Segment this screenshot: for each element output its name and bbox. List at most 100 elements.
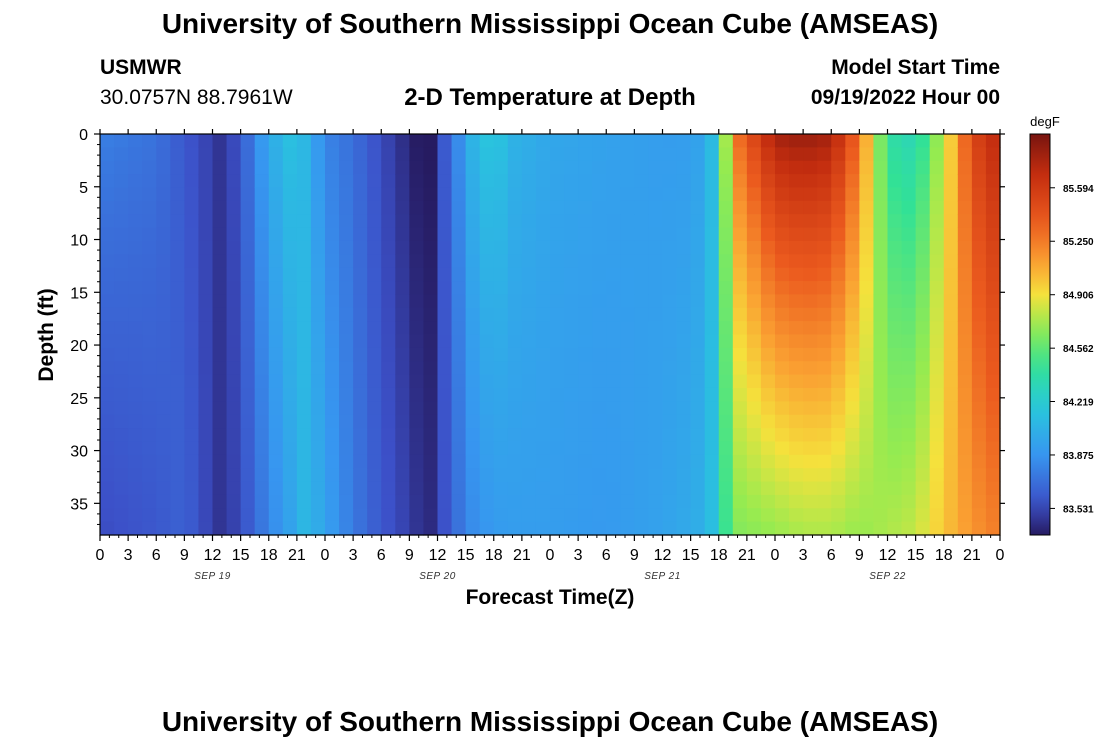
heatmap-cell	[170, 281, 185, 295]
heatmap-cell	[465, 214, 481, 229]
heatmap-cell	[367, 347, 382, 362]
heatmap-cell	[296, 441, 312, 456]
heatmap-cell	[662, 387, 678, 402]
heatmap-cell	[985, 200, 1001, 215]
heatmap-cell	[789, 454, 804, 469]
heatmap-cell	[957, 521, 973, 536]
heatmap-cell	[873, 468, 889, 483]
heatmap-cell	[465, 174, 481, 189]
heatmap-cell	[817, 347, 832, 362]
heatmap-cell	[465, 481, 481, 496]
heatmap-cell	[550, 321, 565, 336]
heatmap-cell	[704, 508, 720, 523]
heatmap-cell	[985, 441, 1001, 456]
heatmap-cell	[114, 361, 129, 376]
heatmap-cell	[887, 508, 903, 523]
heatmap-cell	[395, 307, 410, 322]
heatmap-cell	[521, 414, 537, 429]
heatmap-cell	[831, 494, 846, 509]
heatmap-cell	[564, 361, 579, 376]
heatmap-cell	[915, 374, 931, 389]
heatmap-cell	[690, 294, 706, 309]
heatmap-cell	[479, 227, 495, 242]
heatmap-cell	[493, 227, 509, 242]
heatmap-cell	[648, 347, 664, 362]
heatmap-cell	[339, 227, 354, 242]
heatmap-cell	[310, 321, 326, 336]
heatmap-cell	[803, 321, 818, 336]
heatmap-cell	[325, 307, 340, 322]
heatmap-cell	[353, 334, 368, 349]
heatmap-cell	[282, 307, 298, 322]
heatmap-cell	[873, 441, 889, 456]
heatmap-cell	[184, 361, 200, 376]
heatmap-cell	[268, 414, 284, 429]
heatmap-cell	[254, 428, 270, 443]
heatmap-cell	[817, 134, 832, 148]
heatmap-cell	[268, 267, 284, 282]
heatmap-cell	[760, 468, 776, 483]
heatmap-cell	[240, 508, 256, 523]
heatmap-cell	[353, 414, 368, 429]
heatmap-cell	[550, 441, 565, 456]
heatmap-cell	[128, 454, 143, 469]
heatmap-cell	[943, 214, 959, 229]
heatmap-cell	[479, 160, 495, 175]
heatmap-cell	[325, 414, 340, 429]
heatmap-cell	[240, 468, 256, 483]
date-label: SEP 21	[644, 571, 681, 582]
heatmap-cell	[775, 160, 790, 175]
heatmap-cell	[451, 521, 467, 536]
heatmap-cell	[845, 160, 860, 175]
heatmap-cell	[718, 134, 734, 148]
heatmap-cell	[606, 441, 621, 456]
heatmap-cell	[550, 454, 565, 469]
heatmap-cell	[704, 174, 720, 189]
heatmap-cell	[423, 267, 439, 282]
heatmap-cell	[395, 294, 410, 309]
heatmap-cell	[943, 347, 959, 362]
heatmap-cell	[718, 214, 734, 229]
heatmap-cell	[282, 521, 298, 536]
heatmap-cell	[254, 214, 270, 229]
heatmap-cell	[198, 227, 214, 242]
y-tick-label: 15	[70, 285, 88, 302]
heatmap-cell	[240, 494, 256, 509]
heatmap-cell	[578, 200, 593, 215]
heatmap-cell	[845, 240, 860, 255]
heatmap-cell	[325, 481, 340, 496]
heatmap-cell	[226, 281, 242, 295]
heatmap-cell	[676, 160, 692, 175]
heatmap-cell	[142, 134, 157, 148]
heatmap-cell	[128, 494, 143, 509]
heatmap-cell	[775, 414, 790, 429]
heatmap-cell	[901, 508, 917, 523]
heatmap-cell	[887, 214, 903, 229]
heatmap-cell	[901, 147, 917, 162]
heatmap-cell	[943, 428, 959, 443]
heatmap-cell	[789, 401, 804, 416]
heatmap-cell	[564, 468, 579, 483]
heatmap-cell	[845, 374, 860, 389]
heatmap-cell	[226, 494, 242, 509]
heatmap-cell	[198, 508, 214, 523]
heatmap-cell	[465, 414, 481, 429]
heatmap-cell	[662, 454, 678, 469]
heatmap-cell	[718, 254, 734, 269]
heatmap-cell	[746, 428, 762, 443]
heatmap-cell	[971, 160, 987, 175]
heatmap-cell	[550, 134, 565, 148]
heatmap-cell	[789, 321, 804, 336]
heatmap-cell	[887, 240, 903, 255]
heatmap-cell	[409, 454, 425, 469]
heatmap-cell	[367, 468, 382, 483]
heatmap-cell	[451, 267, 467, 282]
heatmap-cell	[535, 441, 551, 456]
heatmap-cell	[873, 134, 889, 148]
heatmap-cell	[493, 521, 509, 536]
heatmap-cell	[128, 521, 143, 536]
heatmap-cell	[648, 494, 664, 509]
heatmap-cell	[240, 374, 256, 389]
heatmap-cell	[339, 187, 354, 202]
heatmap-cell	[929, 134, 945, 148]
